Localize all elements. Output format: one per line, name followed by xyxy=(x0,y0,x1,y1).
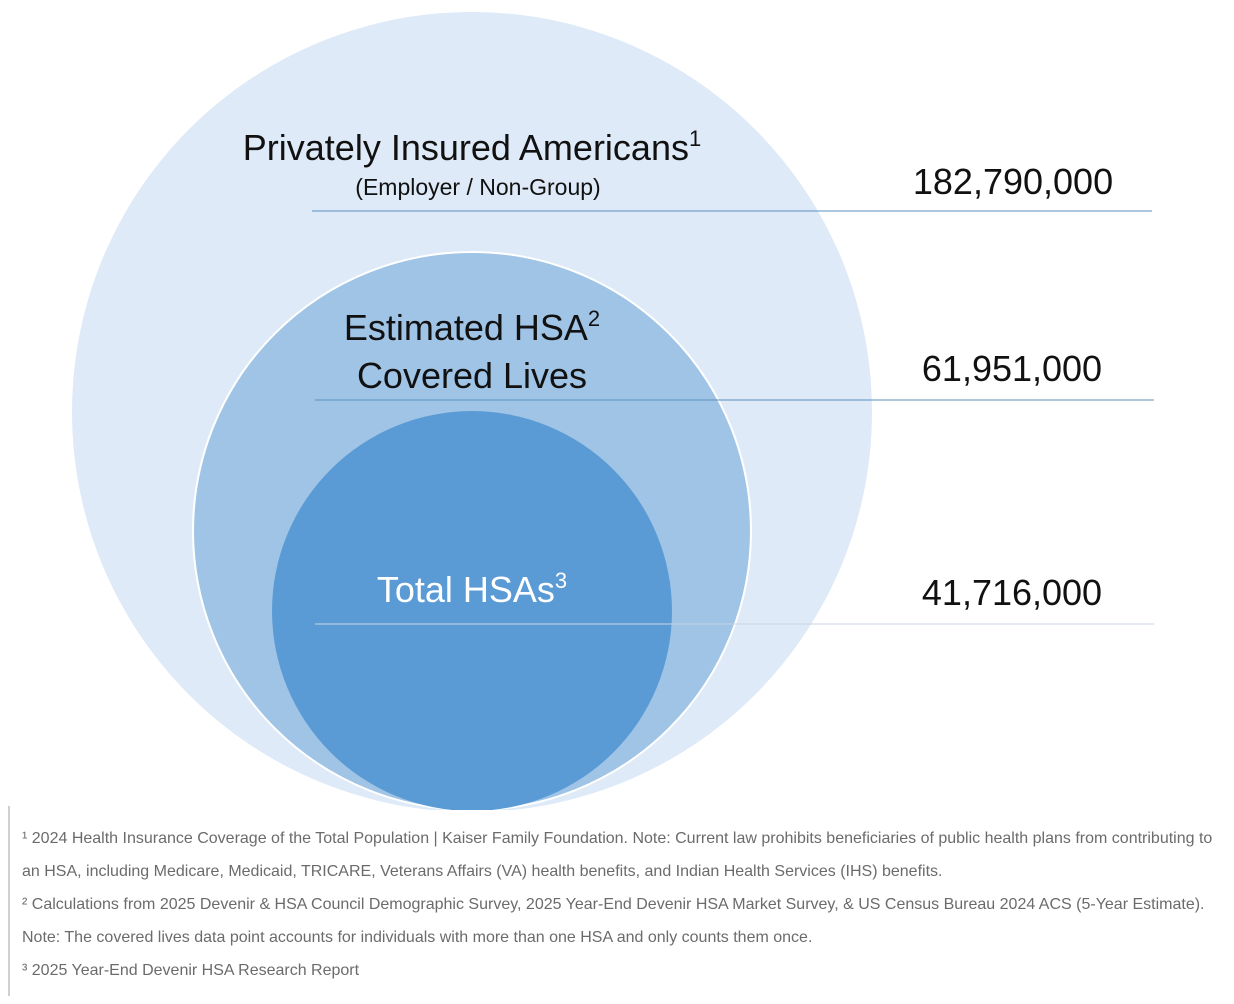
footnote-1: ¹ 2024 Health Insurance Coverage of the … xyxy=(22,830,1213,880)
footnote-2: ² Calculations from 2025 Devenir & HSA C… xyxy=(22,896,1205,946)
inner-title-superscript: 3 xyxy=(555,568,567,593)
inner-circle-total-hsas xyxy=(272,411,672,810)
middle-value: 61,951,000 xyxy=(922,348,1102,389)
middle-title-superscript: 2 xyxy=(588,306,600,331)
outer-value: 182,790,000 xyxy=(913,161,1113,202)
inner-title-text: Total HSAs xyxy=(377,569,555,610)
outer-title-text: Privately Insured Americans xyxy=(243,127,689,168)
middle-title-line1-text: Estimated HSA xyxy=(344,307,588,348)
outer-title: Privately Insured Americans1 xyxy=(243,126,701,168)
outer-subtitle: (Employer / Non-Group) xyxy=(355,174,600,200)
outer-title-superscript: 1 xyxy=(689,126,701,151)
middle-title-line2: Covered Lives xyxy=(357,355,587,396)
footnotes: ¹ 2024 Health Insurance Coverage of the … xyxy=(8,806,1228,996)
nested-circles-diagram: Privately Insured Americans1 (Employer /… xyxy=(72,12,1154,810)
footnote-3: ³ 2025 Year-End Devenir HSA Research Rep… xyxy=(22,962,360,979)
inner-value: 41,716,000 xyxy=(922,572,1102,613)
middle-title-line1: Estimated HSA2 xyxy=(344,306,600,348)
inner-title: Total HSAs3 xyxy=(377,568,567,610)
